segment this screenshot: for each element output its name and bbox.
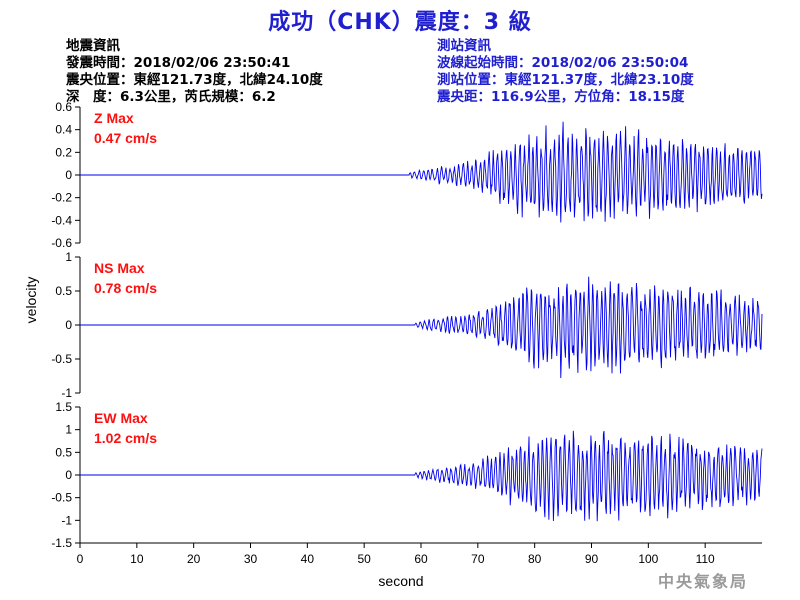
y-tick-label: -0.4	[51, 213, 72, 227]
x-tick-label: 20	[187, 552, 201, 566]
y-tick-label: 0.5	[55, 284, 72, 298]
wave-start-time: 波線起始時間：2018/02/06 23:50:04	[437, 55, 689, 71]
y-tick-label: -1	[61, 513, 72, 527]
y-tick-label: 0	[65, 468, 72, 482]
y-tick-label: 0.6	[55, 100, 72, 114]
y-tick-label: -0.6	[51, 236, 72, 250]
station-info: 測站資訊 波線起始時間：2018/02/06 23:50:04 測站位置：東經1…	[437, 38, 694, 106]
y-tick-label: -0.2	[51, 191, 72, 205]
station-location: 測站位置：東經121.37度，北緯23.10度	[437, 72, 694, 88]
panel-ns: -1 -0.5 0 0.5 1 NS Max 0.78 cm/s	[51, 250, 763, 400]
x-tick-label: 70	[471, 552, 485, 566]
waveform-ew	[80, 430, 763, 522]
max-value-ew: 1.02 cm/s	[94, 430, 157, 446]
epicenter: 震央位置：東經121.73度，北緯24.10度	[66, 72, 323, 88]
y-tick-label: 0.2	[55, 145, 72, 159]
x-tick-label: 80	[528, 552, 542, 566]
max-label-z: Z Max	[94, 110, 134, 126]
y-tick-label: -0.5	[51, 352, 72, 366]
epicentral-distance: 震央距：116.9公里，方位角：18.15度	[437, 89, 685, 105]
y-axis-title: velocity	[23, 277, 39, 324]
y-tick-label: 1	[65, 423, 72, 437]
y-tick-label: -1.5	[51, 536, 72, 550]
x-tick-label: 40	[301, 552, 315, 566]
y-tick-label: 0	[65, 168, 72, 182]
event-info: 地震資訊 發震時間：2018/02/06 23:50:41 震央位置：東經121…	[66, 38, 323, 106]
waveform-ns	[80, 276, 763, 379]
y-tick-label: 0.4	[55, 123, 72, 137]
x-tick-label: 50	[357, 552, 371, 566]
panel-z: -0.6 -0.4 -0.2 0 0.2 0.4 0.6 Z Max 0.47 cm/s	[51, 100, 763, 250]
depth-magnitude: 深 度：6.3公里，芮氏規模：6.2	[66, 89, 276, 105]
x-tick-label: 110	[696, 552, 715, 566]
x-tick-label: 0	[77, 552, 84, 566]
y-tick-label: 1	[65, 250, 72, 264]
y-tick-label: 1.5	[55, 400, 72, 414]
origin-time: 發震時間：2018/02/06 23:50:41	[66, 55, 291, 71]
panel-ew: -1.5 -1 -0.5 0 0.5 1 1.5 EW Max 1.02 cm/s	[51, 400, 763, 550]
x-tick-label: 90	[585, 552, 599, 566]
station-info-heading: 測站資訊	[437, 38, 491, 54]
watermark: 中央氣象局	[657, 572, 748, 591]
x-tick-label: 60	[414, 552, 428, 566]
waveform-z	[80, 121, 763, 223]
y-tick-label: 0	[65, 318, 72, 332]
page-title: 成功（CHK）震度：3 級	[268, 10, 532, 35]
max-label-ew: EW Max	[94, 410, 148, 426]
event-info-heading: 地震資訊	[66, 38, 120, 54]
max-label-ns: NS Max	[94, 260, 145, 276]
max-value-ns: 0.78 cm/s	[94, 280, 157, 296]
y-tick-label: -0.5	[51, 491, 72, 505]
x-tick-label: 100	[638, 552, 658, 566]
y-tick-label: 0.5	[55, 445, 72, 459]
x-tick-label: 30	[244, 552, 258, 566]
max-value-z: 0.47 cm/s	[94, 130, 157, 146]
x-axis-title: second	[378, 573, 423, 589]
x-tick-label: 10	[130, 552, 144, 566]
y-tick-label: -1	[61, 386, 72, 400]
